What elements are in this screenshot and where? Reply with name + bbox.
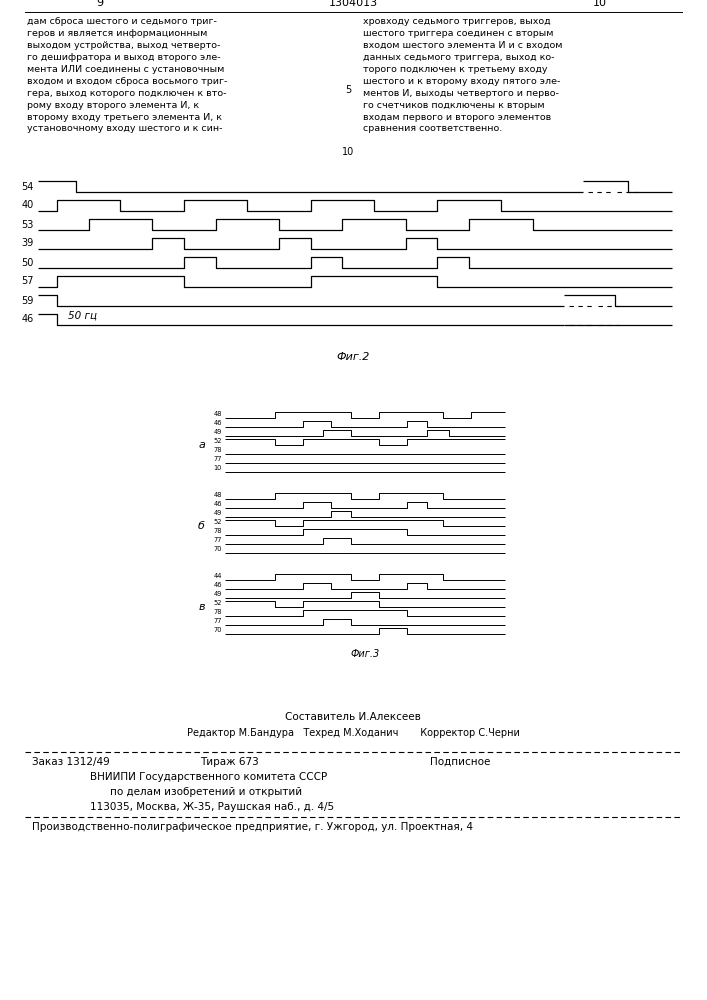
- Text: 77: 77: [214, 537, 222, 543]
- Text: б: б: [198, 521, 205, 531]
- Text: хровходу седьмого триггеров, выход
шестого триггера соединен с вторым
входом шес: хровходу седьмого триггеров, выход шесто…: [363, 17, 563, 133]
- Text: 52: 52: [214, 438, 222, 444]
- Text: 54: 54: [22, 182, 34, 192]
- Text: 49: 49: [214, 429, 222, 435]
- Text: 46: 46: [22, 314, 34, 324]
- Text: 46: 46: [214, 501, 222, 507]
- Text: Фиг.2: Фиг.2: [337, 352, 370, 362]
- Text: a: a: [198, 440, 205, 450]
- Text: дам сброса шестого и седьмого триг-
геров и является информационным
выходом устр: дам сброса шестого и седьмого триг- геро…: [27, 17, 228, 133]
- Text: 10: 10: [214, 465, 222, 471]
- Text: 49: 49: [214, 510, 222, 516]
- Text: 52: 52: [214, 519, 222, 525]
- Text: Подписное: Подписное: [430, 757, 491, 767]
- Text: 49: 49: [214, 591, 222, 597]
- Text: 10: 10: [342, 147, 354, 157]
- Text: 39: 39: [22, 238, 34, 248]
- Text: 48: 48: [214, 411, 222, 417]
- Text: 113035, Москва, Ж-35, Раушская наб., д. 4/5: 113035, Москва, Ж-35, Раушская наб., д. …: [90, 802, 334, 812]
- Text: в: в: [199, 602, 205, 612]
- Text: 77: 77: [214, 618, 222, 624]
- Text: 52: 52: [214, 600, 222, 606]
- Text: Составитель И.Алексеев: Составитель И.Алексеев: [285, 712, 421, 722]
- Text: 1304013: 1304013: [329, 0, 378, 8]
- Text: 46: 46: [214, 582, 222, 588]
- Text: 50: 50: [22, 257, 34, 267]
- Text: 5: 5: [345, 85, 351, 95]
- Text: 78: 78: [214, 609, 222, 615]
- Text: 46: 46: [214, 420, 222, 426]
- Text: по делам изобретений и открытий: по делам изобретений и открытий: [110, 787, 302, 797]
- Text: 59: 59: [22, 296, 34, 306]
- Text: 48: 48: [214, 492, 222, 498]
- Text: 78: 78: [214, 528, 222, 534]
- Text: 70: 70: [214, 546, 222, 552]
- Text: 40: 40: [22, 200, 34, 211]
- Text: 44: 44: [214, 573, 222, 579]
- Text: Редактор М.Бандура   Техред М.Ходанич       Корректор С.Черни: Редактор М.Бандура Техред М.Ходанич Корр…: [187, 728, 520, 738]
- Text: 70: 70: [214, 627, 222, 633]
- Text: Тираж 673: Тираж 673: [200, 757, 259, 767]
- Text: Заказ 1312/49: Заказ 1312/49: [32, 757, 110, 767]
- Text: 10: 10: [593, 0, 607, 8]
- Text: 77: 77: [214, 456, 222, 462]
- Text: Производственно-полиграфическое предприятие, г. Ужгород, ул. Проектная, 4: Производственно-полиграфическое предприя…: [32, 822, 473, 832]
- Text: Фиг.3: Фиг.3: [351, 649, 380, 659]
- Text: 9: 9: [96, 0, 103, 8]
- Text: 78: 78: [214, 447, 222, 453]
- Text: 57: 57: [21, 276, 34, 286]
- Text: ВНИИПИ Государственного комитета СССР: ВНИИПИ Государственного комитета СССР: [90, 772, 327, 782]
- Text: 53: 53: [22, 220, 34, 230]
- Text: 50 гц: 50 гц: [68, 310, 97, 320]
